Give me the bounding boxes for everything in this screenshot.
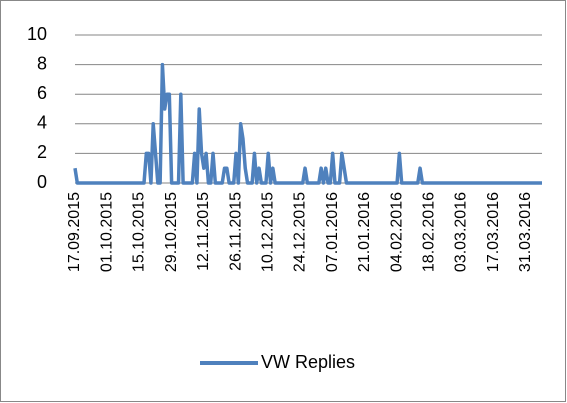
- y-tick-label: 6: [37, 83, 47, 103]
- x-tick-label: 29.10.2015: [163, 192, 180, 272]
- y-tick-label: 4: [37, 113, 47, 133]
- x-tick-label: 10.12.2015: [259, 192, 276, 272]
- x-tick-label: 31.03.2016: [517, 192, 534, 272]
- y-tick-label: 0: [37, 172, 47, 192]
- x-tick-label: 24.12.2015: [292, 192, 309, 272]
- x-tick-label: 01.10.2015: [98, 192, 115, 272]
- x-tick-label: 12.11.2015: [195, 192, 212, 271]
- x-tick-label: 21.01.2016: [356, 192, 373, 272]
- x-tick-label: 07.01.2016: [324, 192, 341, 272]
- y-tick-label: 8: [37, 53, 47, 73]
- y-tick-label: 2: [37, 142, 47, 162]
- x-tick-label: 15.10.2015: [131, 192, 148, 272]
- legend-label: VW Replies: [261, 352, 355, 372]
- x-tick-label: 18.02.2016: [420, 192, 437, 272]
- x-tick-label: 17.03.2016: [485, 192, 502, 272]
- x-tick-label: 26.11.2015: [227, 192, 244, 271]
- y-tick-label: 10: [27, 24, 47, 44]
- x-tick-label: 03.03.2016: [453, 192, 470, 272]
- x-tick-label: 17.09.2015: [66, 192, 83, 272]
- x-tick-label: 04.02.2016: [388, 192, 405, 272]
- data-line: [73, 62, 542, 185]
